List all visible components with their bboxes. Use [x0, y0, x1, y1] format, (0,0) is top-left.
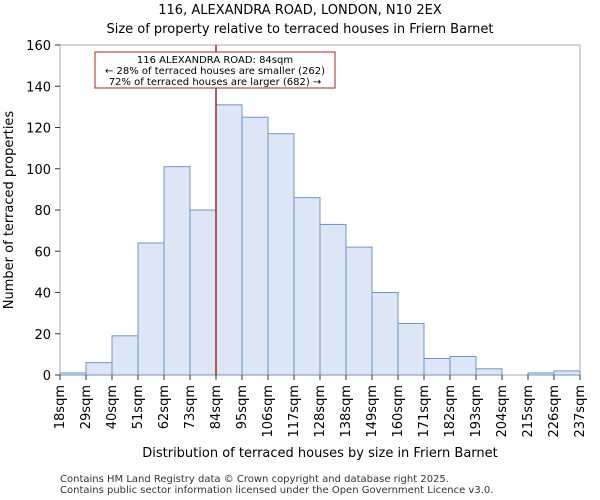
- y-tick-label: 80: [34, 204, 51, 219]
- y-tick-label: 120: [26, 122, 51, 137]
- histogram-bar: [397, 322, 425, 376]
- x-axis-label: Distribution of terraced houses by size …: [142, 446, 498, 461]
- x-tick-label: 226sqm: [547, 385, 562, 438]
- x-tick-label: 128sqm: [313, 385, 328, 438]
- x-tick-label: 171sqm: [417, 385, 432, 438]
- y-tick-label: 0: [43, 369, 51, 384]
- histogram-bar: [527, 372, 555, 376]
- histogram-bar: [371, 292, 399, 376]
- x-tick-label: 149sqm: [365, 385, 380, 438]
- y-tick-label: 20: [34, 328, 51, 343]
- histogram-bar: [215, 104, 243, 376]
- histogram-bar: [345, 246, 373, 376]
- x-tick-label: 215sqm: [521, 385, 536, 438]
- annotation-box: [94, 51, 336, 89]
- histogram-bar: [111, 335, 139, 376]
- x-tick-label: 84sqm: [209, 385, 224, 429]
- x-tick-label: 193sqm: [469, 385, 484, 438]
- x-tick-label: 40sqm: [105, 385, 120, 429]
- footer-licence: Contains public sector information licen…: [60, 485, 494, 496]
- x-tick-label: 182sqm: [443, 385, 458, 438]
- y-axis-label: Number of terraced properties: [2, 111, 17, 310]
- histogram-bar: [319, 223, 347, 376]
- y-tick-label: 100: [26, 163, 51, 178]
- x-tick-label: 62sqm: [157, 385, 172, 429]
- x-tick-label: 73sqm: [183, 385, 198, 429]
- histogram-bar: [293, 197, 321, 376]
- footer-copyright: Contains HM Land Registry data © Crown c…: [60, 474, 449, 485]
- histogram-bar: [553, 370, 581, 376]
- x-tick-label: 29sqm: [79, 385, 94, 429]
- histogram-bar: [423, 358, 451, 376]
- y-tick-label: 60: [34, 245, 51, 260]
- histogram-bar: [449, 355, 477, 376]
- x-tick-label: 51sqm: [131, 385, 146, 429]
- histogram-bar: [475, 368, 503, 376]
- histogram-bar: [267, 133, 295, 376]
- histogram-bar: [137, 242, 165, 376]
- y-tick-label: 140: [26, 80, 51, 95]
- x-tick-label: 106sqm: [261, 385, 276, 438]
- chart-title: 116, ALEXANDRA ROAD, LONDON, N10 2EX: [158, 3, 442, 18]
- x-tick-label: 18sqm: [53, 385, 68, 429]
- histogram-bar: [85, 362, 113, 376]
- annotation-line: 72% of terraced houses are larger (682) …: [109, 77, 322, 88]
- x-tick-label: 160sqm: [391, 385, 406, 438]
- y-tick-label: 160: [26, 39, 51, 54]
- histogram-bar: [241, 116, 269, 376]
- x-tick-label: 138sqm: [339, 385, 354, 438]
- y-tick-label: 40: [34, 287, 51, 302]
- histogram-bar: [59, 372, 87, 376]
- histogram-bar: [163, 166, 191, 376]
- x-tick-label: 204sqm: [495, 385, 510, 438]
- x-tick-label: 95sqm: [235, 385, 250, 429]
- chart-subtitle: Size of property relative to terraced ho…: [106, 22, 494, 37]
- x-tick-label: 237sqm: [573, 385, 588, 438]
- histogram-bar: [189, 209, 217, 376]
- annotation-line: 116 ALEXANDRA ROAD: 84sqm: [137, 55, 293, 66]
- x-tick-label: 117sqm: [287, 385, 302, 438]
- annotation-line: ← 28% of terraced houses are smaller (26…: [105, 66, 325, 77]
